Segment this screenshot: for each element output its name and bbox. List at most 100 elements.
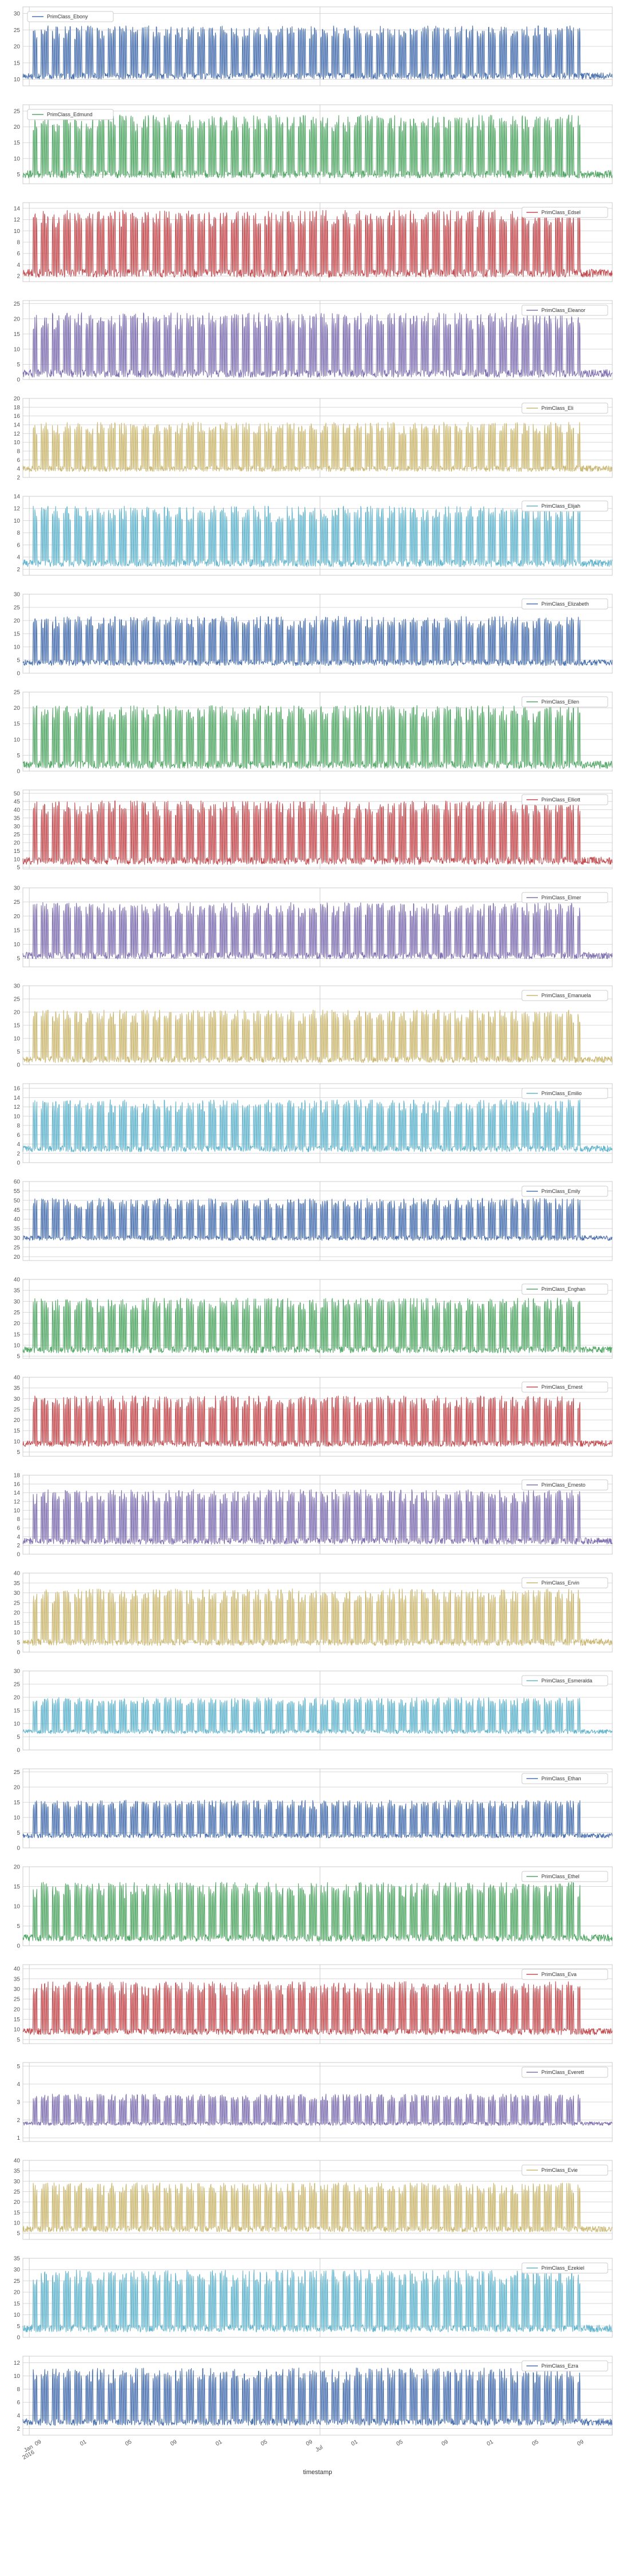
y-tick-label: 14 (14, 206, 21, 212)
y-tick-label: 20 (14, 1321, 21, 1327)
series-line (22, 1489, 613, 1545)
legend-label: PrimClass_Ethel (541, 1874, 580, 1879)
legend-box (521, 990, 608, 1001)
legend-label: PrimClass_Ervin (541, 1580, 580, 1586)
y-tick-label: 12 (14, 217, 21, 223)
y-tick-label: 10 (14, 645, 21, 651)
y-tick-label: 0 (17, 1552, 20, 1558)
y-tick-label: 30 (14, 886, 21, 892)
legend-label: PrimClass_Everett (541, 2069, 584, 2075)
x-axis-label: timestamp (303, 2469, 332, 2476)
y-tick-label: 25 (14, 1769, 21, 1776)
series-line (22, 114, 613, 179)
y-tick-label: 12 (14, 1104, 21, 1111)
y-tick-label: 10 (14, 2220, 21, 2226)
y-tick-label: 15 (14, 1708, 21, 1714)
panel-frame (22, 2258, 613, 2338)
y-tick-label: 30 (14, 2179, 21, 2185)
x-major-tick-label: Jul (315, 2444, 324, 2453)
y-tick-label: 20 (14, 1417, 21, 1424)
y-tick-label: 20 (14, 618, 21, 625)
x-tick-label: 05 (260, 2439, 269, 2447)
series-line (22, 615, 613, 666)
legend-box (521, 305, 608, 316)
y-tick-label: 20 (14, 1864, 21, 1871)
panel-frame (22, 1670, 613, 1751)
panel-PrimClass_Ezekiel: 0 5 10 15 20 25 30 35 PrimClass_Ezekiel (14, 2256, 613, 2341)
y-tick-label: 30 (14, 11, 21, 17)
y-tick-label: 45 (14, 1207, 21, 1214)
y-tick-label: 60 (14, 1179, 21, 1186)
series-line (22, 422, 613, 472)
x-tick-label: 05 (124, 2439, 133, 2447)
y-tick-label: 8 (17, 240, 20, 246)
y-tick-label: 40 (14, 2158, 21, 2164)
y-tick-label: 5 (17, 1639, 20, 1646)
series-line (22, 312, 613, 378)
y-tick-label: 0 (17, 1748, 20, 1754)
legend-box (521, 794, 608, 805)
panel-PrimClass_Eli: 2 4 6 8 10 12 14 16 18 20 PrimClass_Eli (14, 396, 613, 481)
panel-frame (22, 789, 613, 870)
y-tick-label: 14 (14, 494, 21, 500)
y-tick-label: 15 (14, 1332, 21, 1338)
y-tick-label: 25 (14, 997, 21, 1003)
y-tick-label: 25 (14, 1997, 21, 2003)
y-tick-label: 4 (17, 1141, 20, 1148)
legend-label: PrimClass_Ellen (541, 699, 579, 705)
legend-box (521, 2164, 608, 2176)
y-tick-label: 0 (17, 377, 20, 384)
y-tick-label: 2 (17, 2117, 20, 2124)
y-tick-label: 10 (14, 1343, 21, 1349)
panel-frame (22, 2356, 613, 2436)
y-tick-label: 35 (14, 2168, 21, 2175)
y-tick-label: 15 (14, 2017, 21, 2023)
legend-label: PrimClass_Eva (541, 1971, 577, 1977)
y-tick-label: 15 (14, 631, 21, 638)
y-tick-label: 5 (17, 172, 20, 178)
y-tick-label: 30 (14, 983, 21, 990)
panel-PrimClass_Eva: 5 10 15 20 25 30 35 40 PrimClass_Eva (14, 1964, 613, 2044)
panel-frame (22, 202, 613, 282)
legend-label: PrimClass_Ebony (47, 14, 88, 19)
y-tick-label: 25 (14, 27, 21, 34)
legend-label: PrimClass_Ezra (541, 2363, 579, 2369)
y-tick-label: 0 (17, 2335, 20, 2341)
y-tick-label: 20 (14, 914, 21, 920)
y-tick-label: 4 (17, 555, 20, 561)
y-tick-label: 15 (14, 1800, 21, 1806)
panel-PrimClass_Enghan: 5 10 15 20 25 30 35 40 PrimClass_Enghan (14, 1277, 613, 1360)
y-tick-label: 15 (14, 2301, 21, 2307)
y-tick-label: 10 (14, 2027, 21, 2033)
y-tick-label: 20 (14, 1010, 21, 1016)
y-tick-label: 25 (14, 1310, 21, 1316)
series-line (22, 2367, 613, 2426)
y-tick-label: 16 (14, 1086, 21, 1092)
y-tick-label: 0 (17, 1943, 20, 1950)
y-tick-label: 4 (17, 1534, 20, 1540)
legend-label: PrimClass_Ernesto (541, 1482, 585, 1488)
legend-label: PrimClass_Edmund (47, 112, 93, 117)
panel-frame (22, 1866, 613, 1946)
y-tick-label: 8 (17, 530, 20, 536)
y-tick-label: 15 (14, 1023, 21, 1029)
panel-frame (22, 1181, 613, 1261)
panel-PrimClass_Emily: 20 25 30 35 40 45 50 55 60 PrimClass_Emily (14, 1179, 613, 1261)
y-tick-label: 35 (14, 1385, 21, 1392)
legend-label: PrimClass_Esmeralda (541, 1678, 592, 1684)
y-tick-label: 15 (14, 1620, 21, 1626)
y-tick-label: 5 (17, 1830, 20, 1836)
legend-box (27, 109, 114, 120)
panel-PrimClass_Evie: 5 10 15 20 25 30 35 40 PrimClass_Evie (14, 2158, 613, 2240)
panel-frame (22, 6, 613, 86)
y-tick-label: 20 (14, 705, 21, 712)
panel-frame (22, 1573, 613, 1653)
panel-PrimClass_Eleanor: 0 5 10 15 20 25 PrimClass_Eleanor (14, 300, 613, 384)
y-tick-label: 5 (17, 2064, 20, 2070)
panel-frame (22, 300, 613, 380)
y-tick-label: 40 (14, 1375, 21, 1381)
legend-box (521, 892, 608, 903)
y-tick-label: 25 (14, 301, 21, 307)
x-tick-label: 09 (34, 2439, 43, 2447)
y-tick-label: 20 (14, 1695, 21, 1701)
